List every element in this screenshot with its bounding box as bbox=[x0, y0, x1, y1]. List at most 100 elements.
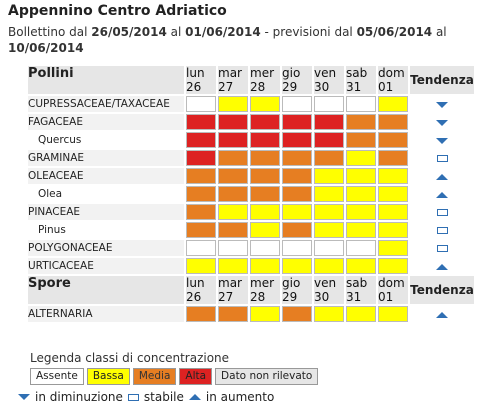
trend-stable-label: stabile bbox=[143, 390, 184, 404]
concentration-cell bbox=[346, 114, 376, 130]
taxon-name: FAGACEAE bbox=[28, 114, 184, 130]
concentration-cell bbox=[218, 222, 248, 238]
day-of-week: lun bbox=[186, 66, 205, 80]
concentration-cell bbox=[346, 306, 376, 322]
concentration-cell bbox=[218, 240, 248, 256]
table-row: OLEACEAE bbox=[28, 168, 474, 184]
concentration-cell bbox=[186, 306, 216, 322]
concentration-cell bbox=[250, 168, 280, 184]
table-row: PINACEAE bbox=[28, 204, 474, 220]
concentration-cell bbox=[378, 258, 408, 274]
trend-legend: in diminuzione stabile in aumento bbox=[18, 390, 274, 404]
table-row: CUPRESSACEAE/TAXACEAE bbox=[28, 96, 474, 112]
day-header: mer 28 bbox=[250, 66, 280, 94]
bulletin-mid: al bbox=[166, 25, 186, 39]
day-of-week: mer bbox=[250, 66, 275, 80]
spore-header: Spore bbox=[28, 276, 184, 304]
trend-cell bbox=[410, 186, 474, 202]
concentration-cell bbox=[250, 204, 280, 220]
day-date: 29 bbox=[282, 80, 298, 94]
concentration-cell bbox=[314, 222, 344, 238]
table-row: POLYGONACEAE bbox=[28, 240, 474, 256]
trend-down-icon bbox=[18, 394, 30, 400]
pollen-header: Pollini bbox=[28, 66, 184, 94]
day-header: mar 27 bbox=[218, 276, 248, 304]
trend-down-icon bbox=[436, 137, 448, 144]
concentration-cell bbox=[186, 96, 216, 112]
forecast-to: 10/06/2014 bbox=[8, 41, 84, 55]
trend-cell bbox=[410, 96, 474, 112]
day-date: 28 bbox=[250, 80, 266, 94]
day-date: 29 bbox=[282, 290, 298, 304]
table-row: Olea bbox=[28, 186, 474, 202]
concentration-cell bbox=[346, 222, 376, 238]
forecast-prefix: - previsioni dal bbox=[260, 25, 357, 39]
trend-up-icon bbox=[188, 394, 201, 400]
day-date: 27 bbox=[218, 80, 234, 94]
day-date: 31 bbox=[346, 80, 362, 94]
concentration-cell bbox=[282, 306, 312, 322]
table-row: Quercus bbox=[28, 132, 474, 148]
concentration-cell bbox=[378, 96, 408, 112]
concentration-cell bbox=[186, 258, 216, 274]
day-date: 26 bbox=[186, 290, 202, 304]
trend-cell bbox=[410, 306, 474, 322]
trend-cell bbox=[410, 132, 474, 148]
concentration-cell bbox=[378, 222, 408, 238]
concentration-cell bbox=[346, 150, 376, 166]
day-of-week: ven bbox=[314, 66, 337, 80]
table-header-row: Pollini lun 26 mar 27 mer 28 gio 29 ven 30 sab 31 dom… bbox=[28, 66, 474, 94]
trend-stable-icon bbox=[127, 393, 139, 401]
concentration-cell bbox=[186, 204, 216, 220]
day-of-week: sab bbox=[346, 66, 368, 80]
trend-down-label: in diminuzione bbox=[35, 390, 123, 404]
concentration-cell bbox=[250, 186, 280, 202]
concentration-cell bbox=[314, 306, 344, 322]
concentration-cell bbox=[186, 132, 216, 148]
bulletin-to: 01/06/2014 bbox=[185, 25, 261, 39]
trend-cell bbox=[410, 150, 474, 166]
taxon-name: POLYGONACEAE bbox=[28, 240, 184, 256]
concentration-cell bbox=[250, 114, 280, 130]
trend-down-icon bbox=[436, 101, 448, 108]
legend-class: Bassa bbox=[86, 368, 130, 385]
concentration-cell bbox=[346, 168, 376, 184]
trend-cell bbox=[410, 240, 474, 256]
day-date: 28 bbox=[250, 290, 266, 304]
concentration-cell bbox=[378, 186, 408, 202]
bulletin-prefix: Bollettino dal bbox=[8, 25, 92, 39]
trend-stable-icon bbox=[436, 245, 448, 252]
concentration-cell bbox=[186, 114, 216, 130]
trend-cell bbox=[410, 258, 474, 274]
day-of-week: dom bbox=[378, 276, 405, 290]
trend-stable-icon bbox=[436, 209, 448, 216]
concentration-cell bbox=[346, 240, 376, 256]
concentration-cell bbox=[346, 186, 376, 202]
concentration-cell bbox=[282, 258, 312, 274]
day-header: sab 31 bbox=[346, 66, 376, 94]
taxon-name: CUPRESSACEAE/TAXACEAE bbox=[28, 96, 184, 112]
concentration-cell bbox=[282, 186, 312, 202]
trend-up-icon bbox=[436, 191, 448, 198]
day-date: 27 bbox=[218, 290, 234, 304]
legend-class: Assente bbox=[30, 368, 84, 385]
trend-stable-icon bbox=[436, 155, 448, 162]
taxon-name: Quercus bbox=[28, 132, 184, 148]
day-header: mar 27 bbox=[218, 66, 248, 94]
trend-stable-icon bbox=[436, 227, 448, 234]
day-date: 26 bbox=[186, 80, 202, 94]
trend-header: Tendenza bbox=[410, 276, 474, 304]
day-header: ven 30 bbox=[314, 276, 344, 304]
day-of-week: mer bbox=[250, 276, 275, 290]
concentration-cell bbox=[218, 204, 248, 220]
concentration-cell bbox=[250, 240, 280, 256]
concentration-cell bbox=[250, 150, 280, 166]
concentration-cell bbox=[250, 258, 280, 274]
day-date: 01 bbox=[378, 80, 394, 94]
day-of-week: dom bbox=[378, 66, 405, 80]
concentration-cell bbox=[186, 240, 216, 256]
table-row: FAGACEAE bbox=[28, 114, 474, 130]
trend-header: Tendenza bbox=[410, 66, 474, 94]
legend-class: Dato non rilevato bbox=[215, 368, 319, 385]
concentration-cell bbox=[218, 258, 248, 274]
